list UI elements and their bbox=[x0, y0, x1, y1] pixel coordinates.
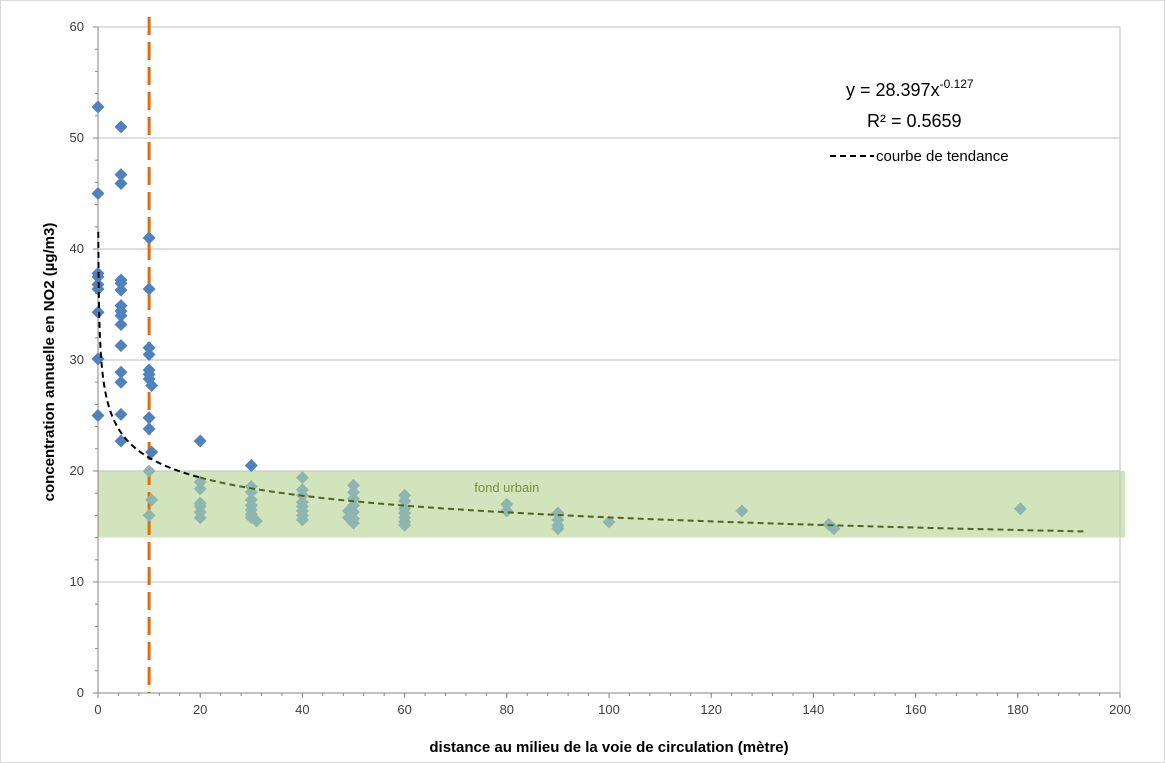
trend-equation-base: y = 28.397x bbox=[846, 80, 940, 100]
x-tick-label: 80 bbox=[500, 702, 514, 717]
y-tick-label: 40 bbox=[70, 241, 84, 256]
data-point bbox=[398, 518, 412, 532]
data-point bbox=[347, 516, 360, 530]
data-point bbox=[347, 498, 360, 512]
trend-equation-exponent: -0.127 bbox=[940, 77, 974, 91]
data-point bbox=[142, 231, 156, 245]
data-point bbox=[347, 478, 360, 492]
data-point bbox=[735, 504, 749, 518]
data-point bbox=[500, 504, 514, 518]
data-point bbox=[91, 282, 105, 296]
data-point bbox=[295, 471, 309, 485]
trend-r2: R² = 0.5659 bbox=[867, 111, 962, 131]
data-point bbox=[347, 505, 360, 519]
data-point bbox=[551, 506, 565, 520]
data-point bbox=[347, 485, 360, 499]
data-point bbox=[244, 458, 258, 472]
x-tick-label: 180 bbox=[1007, 702, 1029, 717]
y-axis-title: concentration annuelle en NO2 (µg/m3) bbox=[41, 223, 58, 502]
data-point bbox=[142, 464, 156, 478]
data-point bbox=[145, 379, 159, 393]
data-point bbox=[114, 120, 128, 134]
data-point bbox=[91, 100, 105, 114]
x-tick-label: 0 bbox=[94, 702, 101, 717]
data-point bbox=[347, 492, 360, 506]
data-point bbox=[142, 422, 156, 436]
x-tick-label: 100 bbox=[598, 702, 620, 717]
data-point bbox=[114, 168, 128, 182]
data-point bbox=[142, 347, 156, 361]
x-tick-label: 200 bbox=[1109, 702, 1131, 717]
data-point bbox=[398, 494, 412, 508]
y-tick-label: 0 bbox=[77, 685, 84, 700]
data-point bbox=[249, 514, 263, 528]
trend-equation: y = 28.397x-0.127 bbox=[846, 77, 974, 100]
y-tick-label: 60 bbox=[70, 19, 84, 34]
data-point bbox=[91, 409, 105, 422]
y-tick-label: 50 bbox=[70, 130, 84, 145]
data-point bbox=[114, 317, 128, 331]
data-point bbox=[145, 445, 159, 459]
x-tick-label: 140 bbox=[803, 702, 825, 717]
data-point bbox=[602, 515, 616, 529]
y-tick-label: 20 bbox=[70, 463, 84, 478]
data-point bbox=[142, 341, 156, 355]
data-point bbox=[114, 407, 128, 421]
legend-trend-label: courbe de tendance bbox=[876, 148, 1009, 165]
data-point bbox=[193, 511, 207, 525]
x-tick-label: 160 bbox=[905, 702, 927, 717]
y-tick-label: 30 bbox=[70, 352, 84, 367]
data-point bbox=[114, 309, 128, 323]
data-point bbox=[193, 482, 207, 496]
data-point bbox=[114, 365, 128, 379]
data-point bbox=[114, 339, 128, 353]
data-point bbox=[142, 282, 156, 296]
x-tick-label: 60 bbox=[397, 702, 411, 717]
data-point bbox=[295, 513, 309, 527]
data-point bbox=[193, 434, 207, 448]
data-point bbox=[145, 493, 159, 507]
data-point bbox=[114, 283, 128, 297]
x-tick-label: 120 bbox=[700, 702, 722, 717]
data-point bbox=[114, 375, 128, 389]
data-point bbox=[500, 497, 514, 511]
trendline-far bbox=[199, 476, 1085, 533]
x-tick-labels: 0 20 40 60 80 100 120 140 160 180 200 bbox=[94, 702, 1130, 717]
x-tick-label: 20 bbox=[193, 702, 207, 717]
data-point bbox=[142, 508, 156, 522]
data-point bbox=[142, 411, 156, 425]
data-point bbox=[114, 177, 128, 191]
data-point bbox=[91, 305, 105, 319]
fond-urbain-band bbox=[98, 471, 1125, 538]
gridlines bbox=[98, 26, 1121, 693]
data-point bbox=[114, 276, 128, 290]
data-point bbox=[91, 187, 105, 200]
data-point bbox=[1013, 502, 1027, 516]
trendline-near bbox=[97, 231, 201, 479]
fond-urbain-label: fond urbain bbox=[474, 480, 539, 495]
y-tick-labels: 0 10 20 30 40 50 60 bbox=[70, 19, 84, 700]
data-point bbox=[551, 522, 565, 536]
y-tick-label: 10 bbox=[70, 574, 84, 589]
x-tick-label: 40 bbox=[295, 702, 309, 717]
x-axis-title: distance au milieu de la voie de circula… bbox=[429, 739, 788, 756]
axes bbox=[93, 26, 1121, 698]
